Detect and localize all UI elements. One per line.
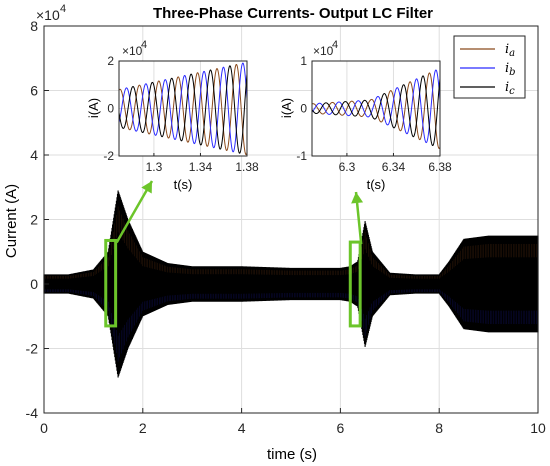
- legend-label-a: ia: [505, 42, 515, 59]
- inset-y-tick-label: 0: [300, 102, 307, 116]
- y-tick-label: 8: [30, 18, 38, 34]
- inset-y-tick-label: -1: [296, 149, 307, 163]
- zoom-callouts: [104, 180, 364, 328]
- inset-1-x-label: t(s): [174, 177, 193, 192]
- y-tick-label: 0: [30, 276, 38, 292]
- inset-2-y-label: i(A): [279, 98, 294, 118]
- main-y-exponent-base: ×10: [36, 7, 60, 23]
- inset-1-series: [119, 62, 247, 156]
- inset-phase-a: [119, 63, 247, 156]
- legend: ia ib ic: [453, 35, 526, 99]
- inset-1-frame: [118, 60, 248, 157]
- inset-y-tick-label: 0: [107, 102, 114, 116]
- legend-label-b: ib: [505, 61, 516, 78]
- inset-1-ticks: 1.3 1.34 1.38 -2 0 2: [103, 54, 259, 174]
- y-tick-label: -4: [26, 405, 39, 421]
- inset-2-frame: [311, 60, 441, 157]
- y-tick-label: 2: [30, 212, 38, 228]
- inset-2-series: [312, 69, 440, 149]
- zoom-box-1: [104, 238, 118, 328]
- inset-y-tick-label: -2: [103, 149, 114, 163]
- main-y-exponent-power: 4: [60, 3, 66, 15]
- inset-x-tick-label: 1.38: [235, 160, 259, 174]
- inset-phase-b: [312, 69, 440, 144]
- inset-x-tick-label: 1.34: [189, 160, 213, 174]
- inset-x-tick-label: 6.34: [382, 160, 406, 174]
- inset-1-exponent-base: ×10: [122, 44, 143, 58]
- y-tick-label: 6: [30, 83, 38, 99]
- inset-zoom-2: 6.3 6.34 6.38 -1 0 1 ×10 4 t(s) i(A): [279, 39, 452, 192]
- inset-y-tick-label: 1: [300, 54, 307, 68]
- main-series-envelope: [43, 190, 539, 378]
- inset-2-x-label: t(s): [367, 177, 386, 192]
- inset-1-y-label: i(A): [86, 98, 101, 118]
- main-y-exponent: ×10 4: [36, 3, 66, 23]
- x-tick-label: 4: [238, 420, 246, 436]
- x-tick-label: 10: [530, 420, 546, 436]
- x-tick-label: 8: [435, 420, 443, 436]
- x-axis-label: time (s): [267, 446, 317, 463]
- x-tick-label: 6: [337, 420, 345, 436]
- y-tick-label: -2: [26, 341, 39, 357]
- zoom-arrow-1: [115, 180, 154, 244]
- inset-phase-a: [312, 72, 440, 149]
- inset-phase-b: [119, 62, 247, 153]
- chart-title: Three-Phase Currents- Output LC Filter: [153, 5, 433, 22]
- inset-phase-c: [312, 75, 440, 147]
- zoom-box-2: [348, 240, 362, 328]
- inset-phase-c: [119, 65, 247, 154]
- zoom-arrowhead-2: [351, 192, 364, 204]
- inset-2-exponent-power: 4: [332, 39, 338, 51]
- y-axis-label: Current (A): [3, 184, 20, 258]
- inset-x-tick-label: 6.3: [339, 160, 356, 174]
- x-tick-label: 2: [139, 420, 147, 436]
- legend-label-c: ic: [505, 80, 515, 97]
- inset-y-tick-label: 2: [107, 54, 114, 68]
- inset-zoom-1: 1.3 1.34 1.38 -2 0 2 ×10 4 t(s) i(A): [86, 39, 259, 192]
- inset-x-tick-label: 1.3: [146, 160, 163, 174]
- x-tick-label: 0: [40, 420, 48, 436]
- inset-2-exponent-base: ×10: [313, 44, 334, 58]
- legend-box: [453, 35, 526, 99]
- inset-x-tick-label: 6.38: [428, 160, 452, 174]
- inset-1-exponent-power: 4: [141, 39, 147, 51]
- inset-2-ticks: 6.3 6.34 6.38 -1 0 1: [296, 54, 452, 174]
- zoom-arrowhead-1: [141, 181, 152, 194]
- y-tick-label: 4: [30, 147, 38, 163]
